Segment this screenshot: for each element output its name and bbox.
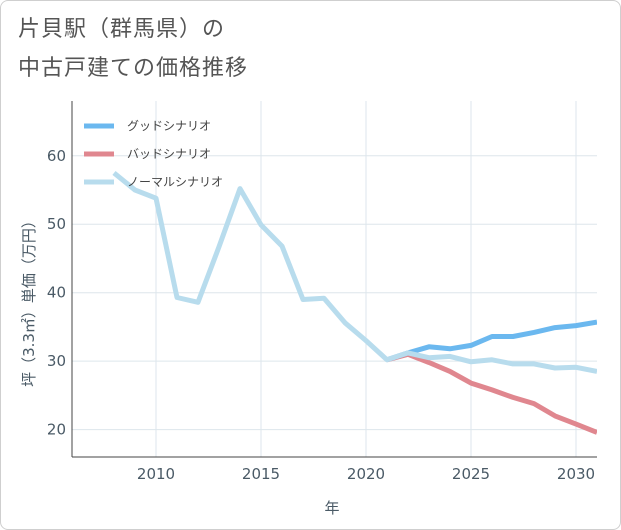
series-line-normal: [112, 170, 597, 374]
y-tick-label-40: 40: [47, 284, 66, 302]
legend-label-normal: ノーマルシナリオ: [127, 175, 223, 189]
x-tick-label-2015: 2015: [242, 465, 280, 483]
y-tick-label-30: 30: [47, 352, 66, 370]
y-tick-label-20: 20: [47, 421, 66, 439]
chart-title-line2: 中古戸建ての価格推移: [18, 56, 249, 81]
x-tick-label-2020: 2020: [347, 465, 385, 483]
y-axis-title: 坪（3.3㎡）単価（万円）: [20, 213, 38, 387]
y-tick-label-50: 50: [47, 215, 66, 233]
x-tick-label-2010: 2010: [137, 465, 175, 483]
x-tick-label-2025: 2025: [452, 465, 490, 483]
legend: グッドシナリオ バッドシナリオ ノーマルシナリオ: [84, 119, 223, 189]
chart-title-line1: 片貝駅（群馬県）の: [18, 17, 226, 42]
y-tick-label-60: 60: [47, 147, 66, 165]
legend-label-good: グッドシナリオ: [127, 119, 211, 133]
legend-label-bad: バッドシナリオ: [127, 147, 211, 161]
series-line-bad: [386, 351, 597, 435]
series-line-good: [386, 319, 597, 363]
series-layer: [112, 170, 597, 435]
x-tick-label-2030: 2030: [557, 465, 595, 483]
x-axis-title: 年: [324, 499, 339, 517]
